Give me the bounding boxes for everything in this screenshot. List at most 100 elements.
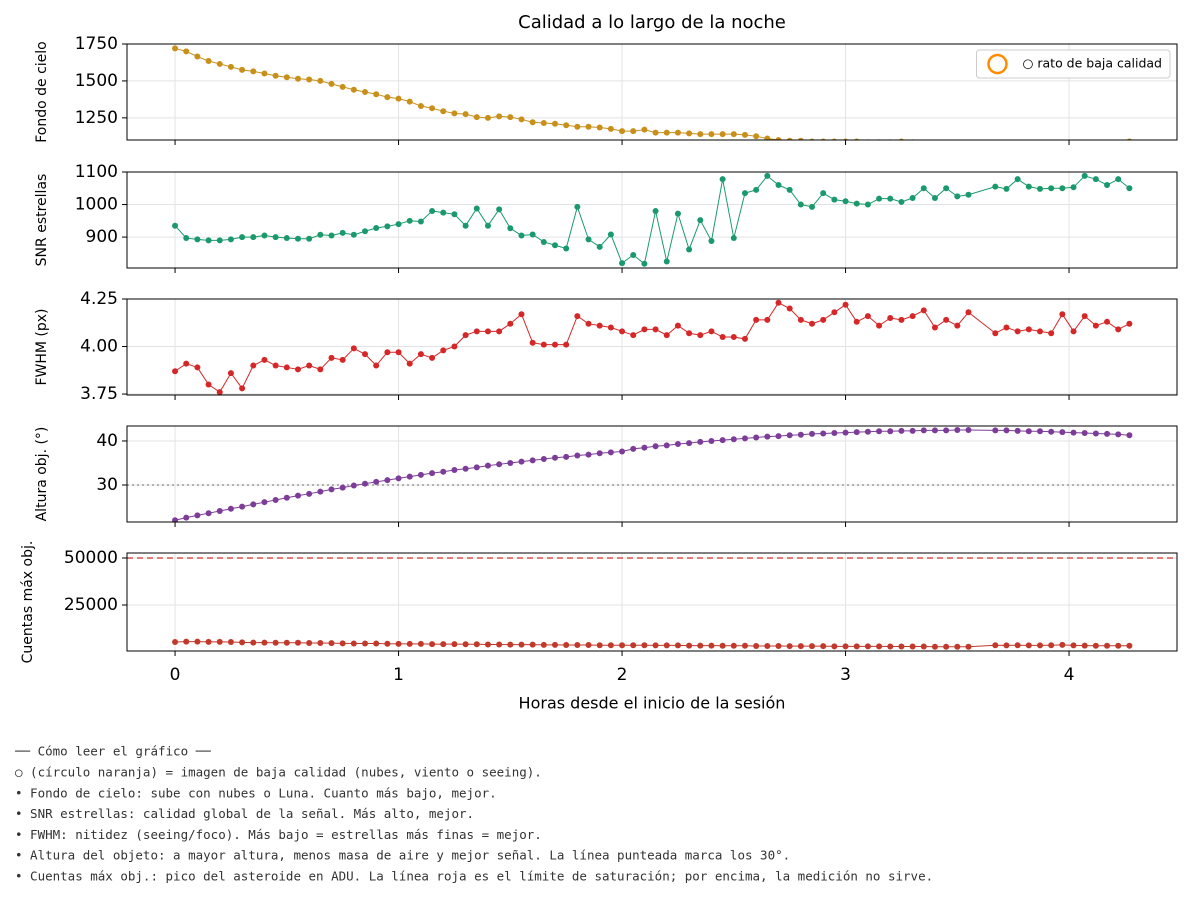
data-point [909, 427, 916, 434]
data-point [1025, 326, 1032, 333]
notes-line: • Cuentas máx obj.: pico del asteroide e… [15, 869, 933, 884]
data-point [183, 638, 190, 645]
data-point [864, 643, 871, 650]
data-point [1026, 141, 1032, 147]
data-point [529, 457, 536, 464]
data-point [596, 124, 603, 131]
data-point [283, 235, 290, 242]
data-point [619, 328, 626, 335]
data-point [205, 237, 212, 244]
data-point [350, 482, 357, 489]
notes-line: • Altura del objeto: a mayor altura, men… [15, 848, 790, 863]
data-point [496, 461, 503, 468]
data-point [574, 452, 581, 459]
y-tick-label: 3.75 [80, 384, 118, 404]
notes-line: ○ (círculo naranja) = imagen de baja cal… [15, 765, 542, 780]
data-point [507, 114, 514, 121]
data-point [965, 426, 972, 433]
data-point [395, 221, 402, 228]
data-point [1059, 311, 1066, 318]
y-tick-label: 1750 [75, 34, 118, 54]
data-point [898, 316, 905, 323]
data-point [674, 642, 681, 649]
data-point [652, 208, 659, 215]
data-point [967, 139, 969, 140]
data-point [920, 643, 927, 650]
data-point [674, 210, 681, 217]
data-point [395, 475, 402, 482]
data-point [484, 641, 491, 648]
data-point [272, 639, 279, 646]
data-point [663, 258, 670, 265]
data-point [540, 238, 547, 245]
data-point [194, 236, 201, 243]
notes-line: • FWHM: nitidez (seeing/foco). Más bajo … [15, 827, 542, 842]
data-point [552, 454, 559, 461]
data-point [216, 237, 223, 244]
data-point [641, 260, 648, 267]
data-point [820, 430, 827, 437]
data-point [1061, 139, 1063, 140]
data-point [1059, 429, 1066, 436]
data-point [1115, 642, 1122, 649]
data-point [607, 324, 614, 331]
data-point [440, 641, 447, 648]
data-point [272, 234, 279, 241]
legend-label: ○ rato de baja calidad [1022, 56, 1162, 71]
data-point [652, 326, 659, 333]
data-point [227, 639, 234, 646]
data-point [741, 642, 748, 649]
data-point [719, 437, 726, 444]
data-point [797, 201, 804, 208]
data-point [440, 347, 447, 354]
data-point [753, 434, 760, 441]
y-tick-label: 30 [96, 475, 118, 495]
data-point [462, 222, 469, 229]
data-point [931, 195, 938, 202]
data-point [552, 242, 559, 249]
data-point [1048, 330, 1055, 337]
y-axis-label: Altura obj. (°) [34, 427, 50, 522]
data-point [764, 172, 771, 179]
data-point [183, 360, 190, 367]
data-point [708, 328, 715, 335]
data-point [272, 496, 279, 503]
data-point [194, 638, 201, 645]
data-point [384, 640, 391, 647]
data-point [820, 643, 827, 650]
data-point [552, 341, 559, 348]
data-point [1003, 141, 1009, 147]
data-point [630, 332, 637, 339]
data-point [909, 313, 916, 320]
data-point [753, 186, 760, 193]
data-point [1092, 322, 1099, 329]
data-point [1081, 642, 1088, 649]
data-point [306, 362, 313, 369]
data-point [294, 492, 301, 499]
data-point [194, 364, 201, 371]
data-point [753, 133, 760, 140]
data-point [306, 490, 313, 497]
data-point [317, 366, 324, 373]
data-point [350, 640, 357, 647]
data-point [607, 449, 614, 456]
data-point [786, 643, 793, 650]
data-point [172, 368, 179, 375]
data-point [227, 236, 234, 243]
data-point [250, 501, 257, 508]
data-point [540, 456, 547, 463]
data-point [362, 480, 369, 487]
data-point [1014, 427, 1021, 434]
data-point [1093, 141, 1099, 147]
data-point [887, 428, 894, 435]
data-point [317, 77, 324, 84]
data-point [283, 494, 290, 501]
data-point [686, 246, 693, 253]
data-point [406, 98, 413, 105]
data-point [1048, 185, 1055, 192]
data-point [943, 643, 950, 650]
data-point [898, 138, 905, 140]
data-point [708, 131, 715, 138]
data-point [205, 638, 212, 645]
